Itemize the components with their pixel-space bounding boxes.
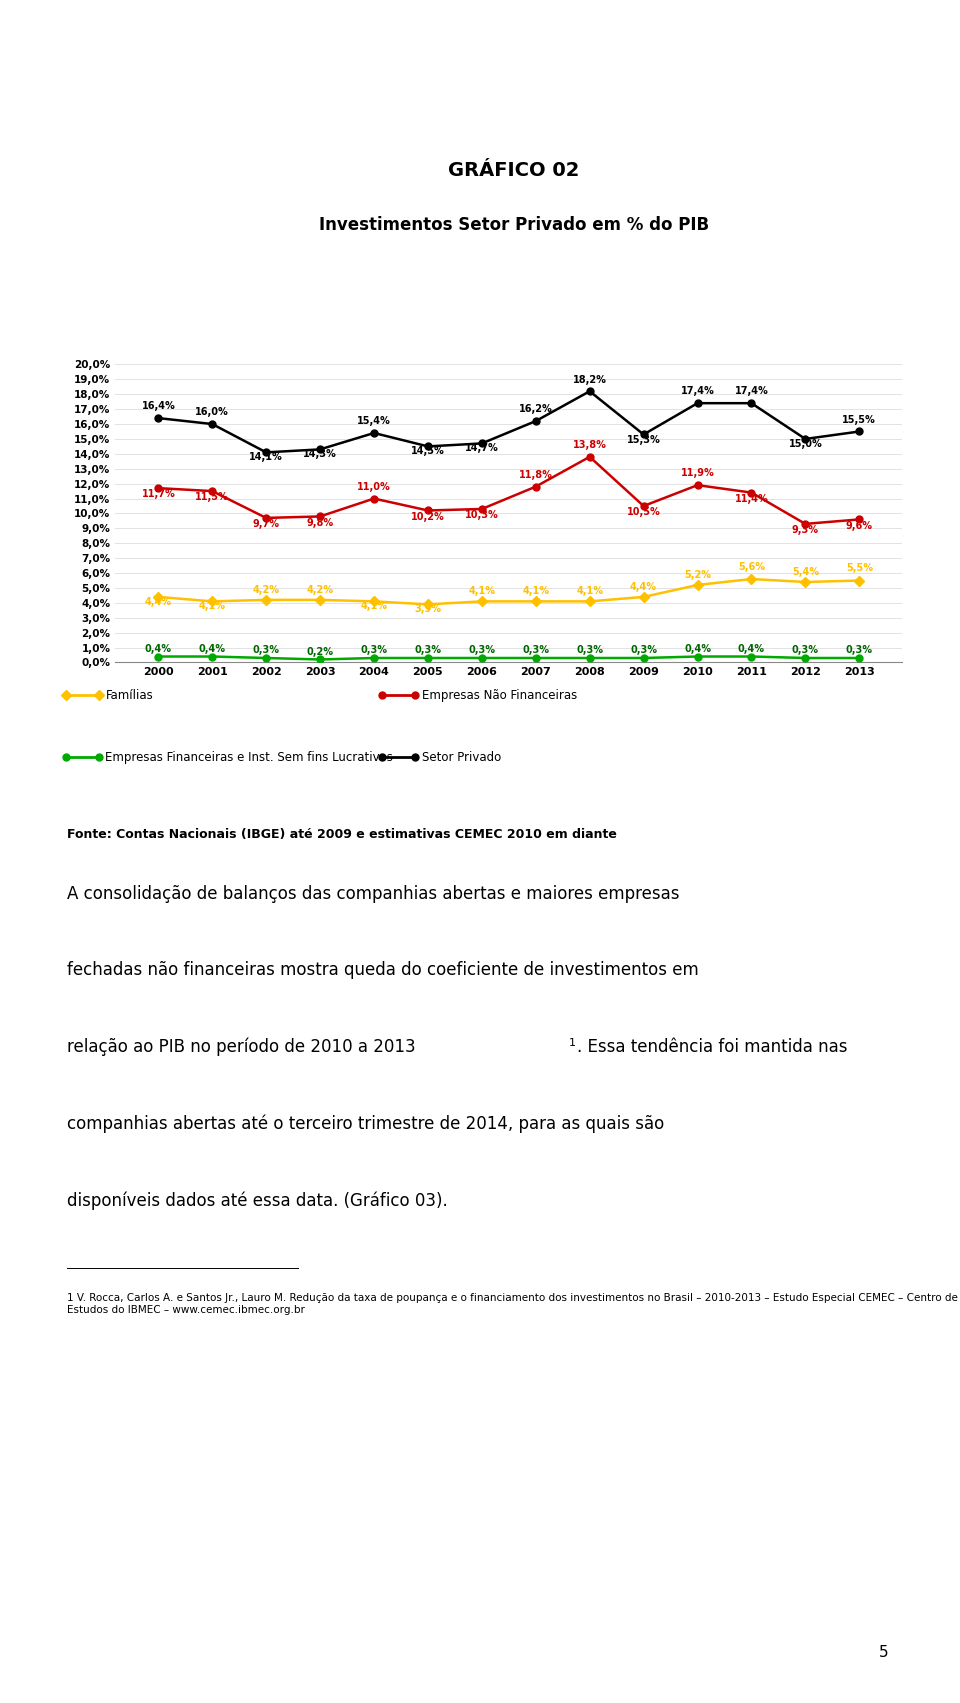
Text: 5,6%: 5,6% <box>738 562 765 572</box>
Text: 0,3%: 0,3% <box>361 645 388 656</box>
Text: 0,3%: 0,3% <box>252 645 279 656</box>
Text: 11,5%: 11,5% <box>196 492 229 502</box>
Text: 0,3%: 0,3% <box>522 645 549 656</box>
Text: 4,4%: 4,4% <box>630 582 657 591</box>
Text: 5,4%: 5,4% <box>792 567 819 577</box>
Text: 10,3%: 10,3% <box>465 511 498 519</box>
Text: 9,8%: 9,8% <box>306 518 334 528</box>
Text: 16,2%: 16,2% <box>519 404 553 414</box>
Text: companhias abertas até o terceiro trimestre de 2014, para as quais são: companhias abertas até o terceiro trimes… <box>67 1114 664 1132</box>
Text: 15,3%: 15,3% <box>627 434 660 444</box>
Text: 0,3%: 0,3% <box>415 645 442 656</box>
Text: Empresas Não Financeiras: Empresas Não Financeiras <box>421 688 577 702</box>
Text: 4,1%: 4,1% <box>522 586 549 596</box>
Text: 0,4%: 0,4% <box>145 644 172 654</box>
Text: 16,4%: 16,4% <box>141 402 176 412</box>
Text: 0,3%: 0,3% <box>468 645 495 656</box>
Text: 0,4%: 0,4% <box>684 644 711 654</box>
Text: 16,0%: 16,0% <box>196 407 229 417</box>
Text: Investimentos Setor Privado em % do PIB: Investimentos Setor Privado em % do PIB <box>319 216 708 233</box>
Text: fechadas não financeiras mostra queda do coeficiente de investimentos em: fechadas não financeiras mostra queda do… <box>67 960 699 979</box>
Text: 10,5%: 10,5% <box>627 507 660 518</box>
Text: 3,9%: 3,9% <box>415 605 442 615</box>
Text: 14,3%: 14,3% <box>303 450 337 460</box>
Text: 14,7%: 14,7% <box>465 443 498 453</box>
Text: 0,3%: 0,3% <box>576 645 603 656</box>
Text: 1: 1 <box>569 1037 576 1047</box>
Text: 5,2%: 5,2% <box>684 571 711 579</box>
Text: 0,3%: 0,3% <box>846 645 873 656</box>
Text: relação ao PIB no período de 2010 a 2013: relação ao PIB no período de 2010 a 2013 <box>67 1037 416 1056</box>
Text: Fonte: Contas Nacionais (IBGE) até 2009 e estimativas CEMEC 2010 em diante: Fonte: Contas Nacionais (IBGE) até 2009 … <box>67 828 617 841</box>
Text: 18,2%: 18,2% <box>573 375 607 385</box>
Text: 1 V. Rocca, Carlos A. e Santos Jr., Lauro M. Redução da taxa de poupança e o fin: 1 V. Rocca, Carlos A. e Santos Jr., Laur… <box>67 1293 958 1315</box>
Text: 9,7%: 9,7% <box>252 519 279 530</box>
Text: Centro de Estudos do IBMEC: Centro de Estudos do IBMEC <box>369 68 591 82</box>
Text: 4,1%: 4,1% <box>199 601 226 611</box>
Text: 15,0%: 15,0% <box>788 439 822 448</box>
Text: 11,0%: 11,0% <box>357 482 391 492</box>
Text: 4,1%: 4,1% <box>361 601 388 611</box>
Text: 5: 5 <box>878 1645 888 1660</box>
Text: 4,1%: 4,1% <box>576 586 603 596</box>
Text: 9,3%: 9,3% <box>792 525 819 535</box>
Text: 13,8%: 13,8% <box>573 439 607 450</box>
Text: 11,9%: 11,9% <box>681 468 714 479</box>
Text: disponíveis dados até essa data. (Gráfico 03).: disponíveis dados até essa data. (Gráfic… <box>67 1190 448 1209</box>
Text: Setor Privado: Setor Privado <box>421 751 501 765</box>
Text: . Essa tendência foi mantida nas: . Essa tendência foi mantida nas <box>577 1037 848 1056</box>
Text: 4,4%: 4,4% <box>145 596 172 606</box>
Text: CEMEC: CEMEC <box>445 29 515 48</box>
Text: 17,4%: 17,4% <box>681 387 714 397</box>
Text: 0,3%: 0,3% <box>630 645 657 656</box>
Text: 14,5%: 14,5% <box>411 446 444 456</box>
Text: 15,4%: 15,4% <box>357 416 391 426</box>
Text: Famílias: Famílias <box>106 688 154 702</box>
Text: 17,4%: 17,4% <box>734 387 768 397</box>
Text: 0,2%: 0,2% <box>306 647 333 657</box>
Text: 5,5%: 5,5% <box>846 564 873 572</box>
Text: 10,2%: 10,2% <box>411 511 444 521</box>
Text: 4,1%: 4,1% <box>468 586 495 596</box>
Text: 4,2%: 4,2% <box>252 584 279 594</box>
Text: 4,2%: 4,2% <box>306 584 333 594</box>
Text: 0,4%: 0,4% <box>738 644 765 654</box>
Text: 14,1%: 14,1% <box>250 451 283 462</box>
Text: 0,3%: 0,3% <box>792 645 819 656</box>
Text: 11,8%: 11,8% <box>518 470 553 480</box>
Text: 11,7%: 11,7% <box>141 489 176 499</box>
Text: GRÁFICO 02: GRÁFICO 02 <box>448 160 579 181</box>
Text: 0,4%: 0,4% <box>199 644 226 654</box>
Text: A consolidação de balanços das companhias abertas e maiores empresas: A consolidação de balanços das companhia… <box>67 884 680 903</box>
Text: 15,5%: 15,5% <box>842 416 876 424</box>
Text: Empresas Financeiras e Inst. Sem fins Lucrativos: Empresas Financeiras e Inst. Sem fins Lu… <box>106 751 394 765</box>
Text: 11,4%: 11,4% <box>734 494 768 504</box>
Text: 9,6%: 9,6% <box>846 521 873 531</box>
